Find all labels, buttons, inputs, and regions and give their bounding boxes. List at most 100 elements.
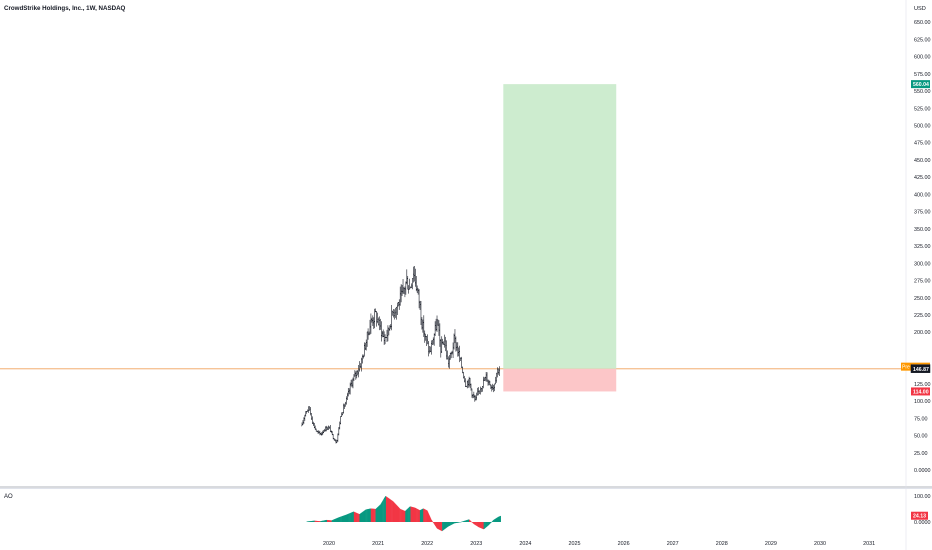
ao-bar	[414, 507, 416, 522]
ao-bar	[381, 502, 382, 522]
ao-bar	[399, 508, 400, 522]
ao-bar	[486, 522, 488, 527]
ao-bar	[485, 522, 486, 528]
ao-bar	[351, 512, 353, 522]
badge-text: 560.04	[913, 82, 929, 88]
time-axis[interactable]: 2020 2021 2022 2023 2024 2025 2026 2027 2028 2029…	[323, 541, 875, 547]
ao-bar	[432, 521, 433, 522]
ao-bar	[398, 507, 400, 522]
price-tick-label: 325.00	[914, 244, 931, 250]
ao-bar	[486, 522, 488, 527]
ao-bar	[334, 519, 336, 522]
ao-bar	[315, 520, 317, 522]
ao-bar	[390, 499, 391, 522]
stop-zone[interactable]	[503, 368, 617, 392]
ao-indicator-label[interactable]: AO	[4, 494, 13, 500]
ao-bar	[336, 518, 338, 522]
ao-bar	[329, 520, 331, 522]
ao-bar	[408, 507, 410, 522]
ao-bar	[457, 522, 459, 523]
ao-bar	[360, 512, 362, 522]
ao-bar	[458, 522, 459, 523]
ao-bar	[369, 508, 371, 522]
ao-bar	[450, 522, 451, 526]
ao-bar	[465, 520, 467, 522]
stop-price-badge: 114.00	[911, 387, 930, 396]
ao-bar	[480, 522, 482, 529]
time-tick-label: 2031	[863, 541, 875, 547]
ao-bar	[482, 522, 484, 529]
ao-bar	[466, 520, 468, 522]
profit-zone[interactable]	[503, 84, 617, 369]
ao-bar	[452, 522, 454, 525]
ao-bar	[437, 522, 439, 530]
ao-bar	[478, 522, 480, 528]
ao-bar	[367, 509, 369, 522]
ao-bar	[476, 522, 477, 526]
price-tick-label: 475.00	[914, 141, 931, 147]
ao-bar	[448, 522, 450, 527]
chart-title[interactable]: CrowdStrike Holdings, Inc., 1W, NASDAQ	[4, 5, 126, 12]
ao-bar	[346, 514, 348, 522]
ao-bar	[332, 520, 333, 522]
ao-bar	[307, 521, 309, 522]
ao-bar	[393, 501, 394, 522]
price-axis[interactable]: 650.00 625.00 600.00 575.00 550.00 525.00 500.…	[914, 20, 931, 474]
ao-bar	[454, 522, 456, 524]
ao-bar	[344, 515, 346, 522]
ao-bar	[448, 522, 450, 527]
ao-bar	[446, 522, 448, 528]
currency-label[interactable]: USD	[914, 6, 926, 12]
ao-bar	[433, 522, 435, 524]
ao-bar	[429, 516, 431, 522]
ao-bar	[391, 500, 392, 522]
ao-bar	[415, 508, 416, 522]
badge-text: 24.13	[913, 514, 926, 520]
ao-bar	[341, 516, 342, 522]
ao-bar	[316, 520, 318, 522]
ao-bar	[307, 521, 308, 522]
ao-bar	[383, 499, 384, 522]
ao-bar	[400, 509, 401, 522]
close-price-badge: 146.87	[911, 364, 930, 373]
ao-bar	[323, 520, 325, 522]
ao-bar	[492, 520, 494, 522]
ao-bar	[413, 507, 415, 522]
ao-bar	[430, 518, 432, 522]
ao-bar	[411, 506, 413, 522]
ao-bar	[420, 509, 422, 522]
ao-bar	[333, 519, 335, 522]
ao-bar	[487, 522, 489, 526]
ao-bar	[380, 503, 382, 522]
ao-bar	[490, 522, 492, 523]
ao-bar	[396, 505, 398, 522]
ao-bar	[387, 497, 389, 522]
ao-bar	[364, 510, 366, 522]
ao-bar	[447, 522, 449, 527]
ao-bar	[473, 522, 475, 525]
ao-bar	[457, 522, 459, 523]
long-position-tool[interactable]	[503, 84, 617, 392]
ao-bar	[458, 522, 460, 523]
ao-bar	[443, 522, 445, 530]
ao-bar	[495, 518, 497, 522]
ao-bar	[455, 522, 457, 524]
ao-bar	[433, 522, 434, 523]
ao-bar	[322, 520, 324, 522]
ao-bar	[479, 522, 481, 528]
ao-bar	[399, 508, 401, 522]
ao-bar	[382, 500, 384, 522]
ao-bar	[402, 510, 404, 522]
ao-bar	[318, 521, 320, 522]
ao-bar	[394, 503, 396, 522]
ao-bar	[375, 508, 377, 522]
ao-bar	[402, 510, 404, 522]
time-tick-label: 2028	[716, 541, 728, 547]
ao-bar	[398, 507, 399, 522]
ao-bar	[427, 511, 429, 522]
ao-bar	[401, 509, 403, 522]
price-tick-label: 500.00	[914, 124, 931, 130]
ao-bar	[431, 520, 433, 522]
